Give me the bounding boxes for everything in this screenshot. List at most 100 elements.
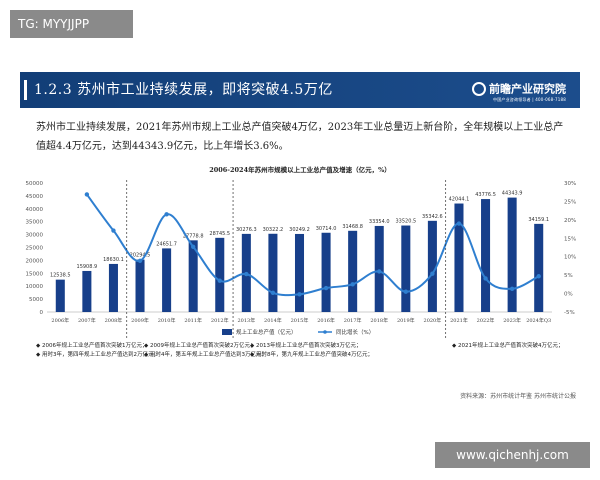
bar bbox=[82, 270, 92, 312]
source-note: 资料来源：苏州市统计年鉴 苏州市统计公报 bbox=[460, 393, 576, 400]
note-1-line-1: ◆ 2006年规上工业总产值首次突破1万亿元； bbox=[36, 343, 148, 349]
y-right-tick-label: 0% bbox=[564, 292, 573, 298]
bar-value-label: 30714.0 bbox=[316, 226, 337, 232]
bar-value-label: 30249.2 bbox=[289, 227, 310, 233]
bar-value-label: 30276.3 bbox=[236, 227, 257, 233]
bar bbox=[348, 230, 358, 312]
growth-point bbox=[536, 274, 541, 279]
growth-point bbox=[350, 282, 355, 287]
growth-point bbox=[483, 276, 488, 281]
note-2: ◆ 2009年规上工业总产值首次突破2万亿元； ◆ 用时4年，第五年规上工业总产… bbox=[144, 342, 267, 360]
bar-value-label: 27778.8 bbox=[183, 233, 204, 239]
bar bbox=[454, 203, 464, 312]
bar-value-label: 15908.9 bbox=[77, 264, 98, 270]
y-left-tick-label: 25000 bbox=[26, 246, 44, 252]
watermark-tag: TG: MYYJJPP bbox=[10, 10, 133, 38]
bar-value-label: 12538.5 bbox=[50, 273, 71, 279]
note-1-line-2: ◆ 用时3年，第四年规上工业总产值达到2万亿元； bbox=[36, 352, 159, 358]
brand-logo-subtitle: 中国产业咨询领导者 | 400-068-7188 bbox=[492, 97, 566, 102]
bar-value-label: 33354.0 bbox=[369, 219, 390, 225]
y-left-tick-label: 30000 bbox=[26, 233, 44, 239]
y-left-tick-label: 35000 bbox=[26, 220, 44, 226]
bar-value-label: 43776.5 bbox=[475, 192, 496, 198]
growth-point bbox=[509, 286, 515, 291]
section-banner: 1.2.3 苏州市工业持续发展，即将突破4.5万亿 前瞻产业研究院 中国产业咨询… bbox=[20, 72, 580, 108]
bar bbox=[108, 263, 118, 312]
y-left-tick-label: 15000 bbox=[26, 271, 44, 277]
growth-point bbox=[190, 244, 196, 249]
x-tick-label: 2024年Q3 bbox=[526, 317, 551, 324]
bar-value-label: 28745.5 bbox=[209, 231, 230, 237]
bar-value-label: 42044.1 bbox=[449, 197, 470, 203]
x-tick-label: 2015年 bbox=[291, 317, 309, 324]
y-left-tick-label: 50000 bbox=[26, 181, 44, 187]
growth-line bbox=[86, 193, 540, 297]
bar bbox=[481, 199, 491, 312]
bar-value-label: 31468.8 bbox=[342, 224, 363, 230]
bar-value-label: 18630.1 bbox=[103, 257, 124, 263]
summary-paragraph: 苏州市工业持续发展，2021年苏州市规上工业总产值突破4万亿，2023年工业总量… bbox=[36, 122, 564, 152]
x-tick-label: 2009年 bbox=[131, 317, 149, 324]
brand-logo: 前瞻产业研究院 中国产业咨询领导者 | 400-068-7188 bbox=[472, 78, 566, 103]
bar bbox=[507, 197, 517, 312]
x-tick-label: 2019年 bbox=[397, 317, 415, 324]
y-left-tick-label: 10000 bbox=[26, 284, 44, 290]
x-tick-label: 2012年 bbox=[211, 317, 229, 324]
bar bbox=[135, 259, 145, 312]
note-2-line-1: ◆ 2009年规上工业总产值首次突破2万亿元； bbox=[144, 343, 256, 349]
bar-value-label: 24651.7 bbox=[156, 241, 177, 247]
bar-value-label: 44343.9 bbox=[502, 191, 523, 197]
bar bbox=[427, 220, 437, 312]
bar bbox=[374, 225, 384, 312]
bar-value-label: 35342.6 bbox=[422, 214, 443, 220]
note-1: ◆ 2006年规上工业总产值首次突破1万亿元； ◆ 用时3年，第四年规上工业总产… bbox=[36, 342, 159, 360]
x-tick-label: 2007年 bbox=[78, 317, 96, 324]
brand-logo-name: 前瞻产业研究院 bbox=[489, 82, 566, 96]
bar bbox=[188, 240, 198, 312]
bar bbox=[534, 223, 544, 312]
x-tick-label: 2013年 bbox=[237, 317, 255, 324]
growth-point bbox=[244, 271, 249, 277]
section-title: 1.2.3 苏州市工业持续发展，即将突破4.5万亿 bbox=[34, 82, 333, 98]
y-right-tick-label: 30% bbox=[564, 181, 576, 187]
x-tick-label: 2014年 bbox=[264, 317, 282, 324]
site-watermark: www.qichenhj.com bbox=[435, 442, 590, 468]
banner-accent-bar bbox=[24, 80, 27, 100]
bar-value-label: 20294.5 bbox=[130, 253, 151, 259]
y-right-tick-label: 5% bbox=[564, 273, 573, 279]
growth-point bbox=[297, 292, 302, 297]
bar bbox=[268, 233, 278, 312]
legend-line-label: 同比增长（%） bbox=[336, 328, 374, 336]
legend-bar-swatch bbox=[222, 329, 232, 335]
x-tick-label: 2023年 bbox=[503, 317, 521, 324]
note-2-line-2: ◆ 用时4年，第五年规上工业总产值达到3万亿元； bbox=[144, 352, 267, 358]
note-4: ◆ 2021年规上工业总产值首次突破4万亿元； bbox=[452, 342, 563, 351]
y-right-tick-label: 15% bbox=[564, 236, 576, 242]
growth-point bbox=[430, 271, 435, 276]
y-right-tick-label: 25% bbox=[564, 199, 576, 205]
x-tick-label: 2021年 bbox=[450, 317, 468, 324]
x-tick-label: 2022年 bbox=[477, 317, 495, 324]
x-tick-label: 2010年 bbox=[158, 317, 176, 324]
legend-bar-label: 规上工业总产值（亿元） bbox=[236, 328, 297, 336]
bar-value-label: 34159.1 bbox=[528, 217, 549, 223]
x-tick-label: 2020年 bbox=[424, 317, 442, 324]
note-3-line-2: ◆ 用时8年，第九年规上工业总产值突破4万亿元； bbox=[250, 352, 373, 358]
x-tick-label: 2016年 bbox=[317, 317, 335, 324]
legend-line-marker bbox=[323, 330, 327, 334]
growth-point bbox=[111, 228, 116, 233]
note-3-line-1: ◆ 2013年规上工业总产值首次突破3万亿元； bbox=[250, 343, 362, 349]
x-tick-label: 2017年 bbox=[344, 317, 362, 324]
growth-point bbox=[456, 221, 462, 226]
y-right-tick-label: 20% bbox=[564, 218, 576, 224]
y-left-tick-label: 45000 bbox=[26, 194, 44, 200]
x-tick-label: 2011年 bbox=[184, 317, 202, 324]
x-tick-label: 2008年 bbox=[105, 317, 123, 324]
y-right-tick-label: 10% bbox=[564, 255, 576, 261]
growth-point bbox=[84, 192, 90, 197]
y-right-tick-label: -5% bbox=[564, 310, 575, 316]
growth-point bbox=[217, 278, 222, 283]
bar bbox=[401, 225, 411, 312]
y-left-tick-label: 40000 bbox=[26, 207, 44, 213]
x-tick-label: 2018年 bbox=[370, 317, 388, 324]
